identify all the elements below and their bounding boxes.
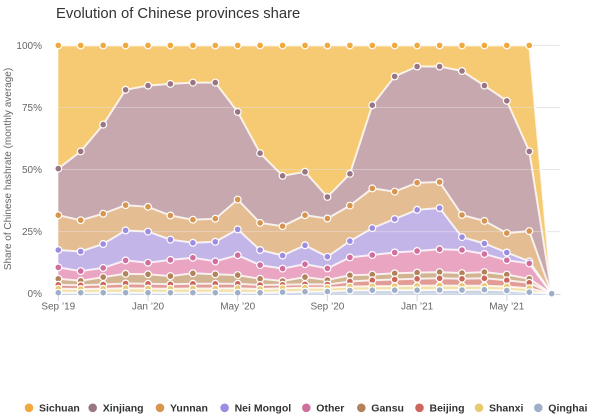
svg-text:25%: 25% [22, 227, 42, 238]
svg-text:Sichuan: Sichuan [39, 403, 80, 415]
svg-text:Qinghai: Qinghai [548, 403, 587, 415]
svg-text:Shanxi: Shanxi [489, 403, 524, 415]
svg-text:Nei Mongol: Nei Mongol [235, 403, 292, 415]
svg-text:Sep ’20: Sep ’20 [310, 302, 344, 313]
svg-text:May ’21: May ’21 [489, 302, 524, 313]
svg-text:Jan ’20: Jan ’20 [132, 302, 165, 313]
svg-text:75%: 75% [22, 103, 42, 114]
svg-text:Evolution of Chinese provinces: Evolution of Chinese provinces share [56, 6, 300, 22]
svg-text:Beijing: Beijing [430, 403, 465, 415]
svg-text:Yunnan: Yunnan [170, 403, 208, 415]
svg-text:0%: 0% [28, 289, 43, 300]
svg-text:May ’20: May ’20 [220, 302, 255, 313]
svg-text:50%: 50% [22, 165, 42, 176]
svg-text:Share of Chinese hashrate (mon: Share of Chinese hashrate (monthly avera… [3, 68, 14, 270]
svg-text:100%: 100% [16, 41, 42, 52]
svg-text:Other: Other [316, 403, 344, 415]
svg-text:Gansu: Gansu [371, 403, 404, 415]
svg-text:Sep ’19: Sep ’19 [41, 302, 75, 313]
svg-text:Xinjiang: Xinjiang [103, 403, 144, 415]
svg-text:Jan ’21: Jan ’21 [401, 302, 434, 313]
